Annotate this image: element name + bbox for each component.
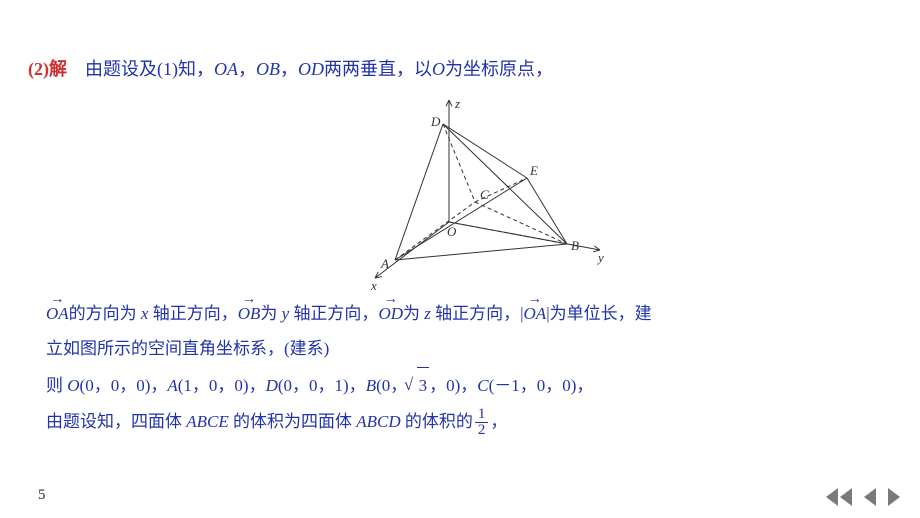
explain-row-3: 则 O(0，0，0)，A(1，0，0)，D(0，0，1)，B(0，3，0)，C(… xyxy=(46,367,892,404)
explain-row-1: OA的方向为 x 轴正方向，OB为 y 轴正方向，OD为 z 轴正方向，|OA|… xyxy=(46,296,892,332)
first-page-icon-2[interactable] xyxy=(840,488,852,506)
svg-text:O: O xyxy=(447,224,457,239)
explain-row-2: 立如图所示的空间直角坐标系，(建系) xyxy=(46,331,892,367)
coordinate-diagram: O A B C D Ex y z xyxy=(305,92,615,292)
page-number: 5 xyxy=(38,487,46,504)
explain-row-4: 由题设知，四面体 ABCE 的体积为四面体 ABCD 的体积的12， xyxy=(46,404,892,440)
svg-text:C: C xyxy=(480,187,489,202)
next-page-icon[interactable] xyxy=(888,488,900,506)
svg-text:y: y xyxy=(596,250,604,265)
solution-line-1: (2)解 由题设及(1)知，OA，OB，OD两两垂直，以O为坐标原点， xyxy=(28,55,892,84)
prev-page-icon[interactable] xyxy=(864,488,876,506)
fraction-half: 12 xyxy=(475,407,489,438)
nav-controls xyxy=(826,488,900,506)
svg-text:D: D xyxy=(430,114,441,129)
svg-text:x: x xyxy=(370,278,377,292)
part-label: (2)解 xyxy=(28,59,67,79)
first-page-icon[interactable] xyxy=(826,488,838,506)
svg-text:z: z xyxy=(454,96,460,111)
explanation-block: OA的方向为 x 轴正方向，OB为 y 轴正方向，OD为 z 轴正方向，|OA|… xyxy=(28,296,892,440)
svg-text:B: B xyxy=(571,238,579,253)
svg-text:E: E xyxy=(529,163,538,178)
svg-text:A: A xyxy=(380,256,389,271)
